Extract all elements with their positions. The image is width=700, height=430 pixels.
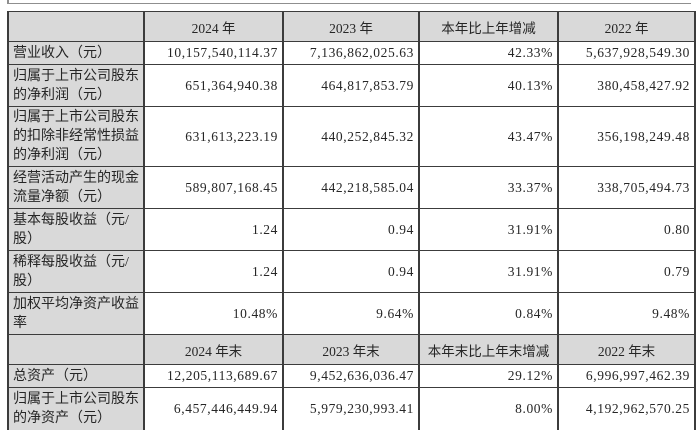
row-label-cell: 归属于上市公司股东的扣除非经常性损益的净利润（元） bbox=[7, 106, 145, 167]
value-cell: 40.13% bbox=[418, 64, 559, 107]
value-cell: 589,807,168.45 bbox=[143, 166, 284, 209]
value-cell: 43.47% bbox=[418, 106, 559, 167]
column-header-2024-end: 2024 年末 bbox=[143, 334, 284, 365]
value-cell: 0.94 bbox=[282, 250, 420, 293]
value-cell: 33.37% bbox=[418, 166, 559, 209]
corner-cell bbox=[7, 11, 145, 42]
row-label-cell: 加权平均净资产收益率 bbox=[7, 292, 145, 335]
value-cell: 31.91% bbox=[418, 208, 559, 251]
value-cell: 10,157,540,114.37 bbox=[143, 41, 284, 65]
value-cell: 651,364,940.38 bbox=[143, 64, 284, 107]
value-cell: 6,457,446,449.94 bbox=[143, 387, 284, 430]
value-cell: 440,252,845.32 bbox=[282, 106, 420, 167]
row-label-cell: 稀释每股收益（元/股） bbox=[7, 250, 145, 293]
value-cell: 1.24 bbox=[143, 250, 284, 293]
value-cell: 9.48% bbox=[557, 292, 696, 335]
value-cell: 8.00% bbox=[418, 387, 559, 430]
value-cell: 1.24 bbox=[143, 208, 284, 251]
table-header-row-annual: 2024 年 2023 年 本年比上年增减 2022 年 bbox=[7, 11, 696, 42]
value-cell: 0.94 bbox=[282, 208, 420, 251]
value-cell: 6,996,997,462.39 bbox=[557, 364, 696, 388]
table-row-net-profit: 归属于上市公司股东的净利润（元） 651,364,940.38 464,817,… bbox=[7, 64, 696, 107]
value-cell: 356,198,249.48 bbox=[557, 106, 696, 167]
table-row-net-assets: 归属于上市公司股东的净资产（元） 6,457,446,449.94 5,979,… bbox=[7, 387, 696, 430]
table-row-basic-eps: 基本每股收益（元/股） 1.24 0.94 31.91% 0.80 bbox=[7, 208, 696, 251]
column-header-yoy-change: 本年比上年增减 bbox=[418, 11, 559, 42]
value-cell: 380,458,427.92 bbox=[557, 64, 696, 107]
row-label-cell: 归属于上市公司股东的净利润（元） bbox=[7, 64, 145, 107]
value-cell: 0.80 bbox=[557, 208, 696, 251]
value-cell: 7,136,862,025.63 bbox=[282, 41, 420, 65]
value-cell: 0.84% bbox=[418, 292, 559, 335]
value-cell: 9,452,636,036.47 bbox=[282, 364, 420, 388]
value-cell: 338,705,494.73 bbox=[557, 166, 696, 209]
column-header-2022: 2022 年 bbox=[557, 11, 696, 42]
row-label-cell: 经营活动产生的现金流量净额（元） bbox=[7, 166, 145, 209]
row-label-cell: 总资产（元） bbox=[7, 364, 145, 388]
value-cell: 631,613,223.19 bbox=[143, 106, 284, 167]
value-cell: 5,979,230,993.41 bbox=[282, 387, 420, 430]
financial-summary-table: 2024 年 2023 年 本年比上年增减 2022 年 营业收入（元） 10,… bbox=[7, 11, 696, 430]
column-header-yoy-end-change: 本年末比上年末增减 bbox=[418, 334, 559, 365]
table-row-total-assets: 总资产（元） 12,205,113,689.67 9,452,636,036.4… bbox=[7, 364, 696, 388]
value-cell: 9.64% bbox=[282, 292, 420, 335]
table-row-net-profit-excl-nonrecurring: 归属于上市公司股东的扣除非经常性损益的净利润（元） 631,613,223.19… bbox=[7, 106, 696, 167]
value-cell: 31.91% bbox=[418, 250, 559, 293]
row-label-cell: 归属于上市公司股东的净资产（元） bbox=[7, 387, 145, 430]
table-row-operating-cash-flow: 经营活动产生的现金流量净额（元） 589,807,168.45 442,218,… bbox=[7, 166, 696, 209]
column-header-2024: 2024 年 bbox=[143, 11, 284, 42]
row-label-cell: 营业收入（元） bbox=[7, 41, 145, 65]
column-header-2023: 2023 年 bbox=[282, 11, 420, 42]
value-cell: 464,817,853.79 bbox=[282, 64, 420, 107]
table-row-revenue: 营业收入（元） 10,157,540,114.37 7,136,862,025.… bbox=[7, 41, 696, 65]
page-fragment-rule bbox=[7, 3, 691, 4]
table-row-diluted-eps: 稀释每股收益（元/股） 1.24 0.94 31.91% 0.79 bbox=[7, 250, 696, 293]
page-fragment-tick bbox=[7, 0, 9, 4]
value-cell: 0.79 bbox=[557, 250, 696, 293]
column-header-2022-end: 2022 年末 bbox=[557, 334, 696, 365]
table-header-row-year-end: 2024 年末 2023 年末 本年末比上年末增减 2022 年末 bbox=[7, 334, 696, 365]
value-cell: 442,218,585.04 bbox=[282, 166, 420, 209]
corner-cell bbox=[7, 334, 145, 365]
value-cell: 29.12% bbox=[418, 364, 559, 388]
value-cell: 5,637,928,549.30 bbox=[557, 41, 696, 65]
value-cell: 4,192,962,570.25 bbox=[557, 387, 696, 430]
value-cell: 12,205,113,689.67 bbox=[143, 364, 284, 388]
column-header-2023-end: 2023 年末 bbox=[282, 334, 420, 365]
row-label-cell: 基本每股收益（元/股） bbox=[7, 208, 145, 251]
value-cell: 10.48% bbox=[143, 292, 284, 335]
value-cell: 42.33% bbox=[418, 41, 559, 65]
table-row-weighted-avg-roe: 加权平均净资产收益率 10.48% 9.64% 0.84% 9.48% bbox=[7, 292, 696, 335]
